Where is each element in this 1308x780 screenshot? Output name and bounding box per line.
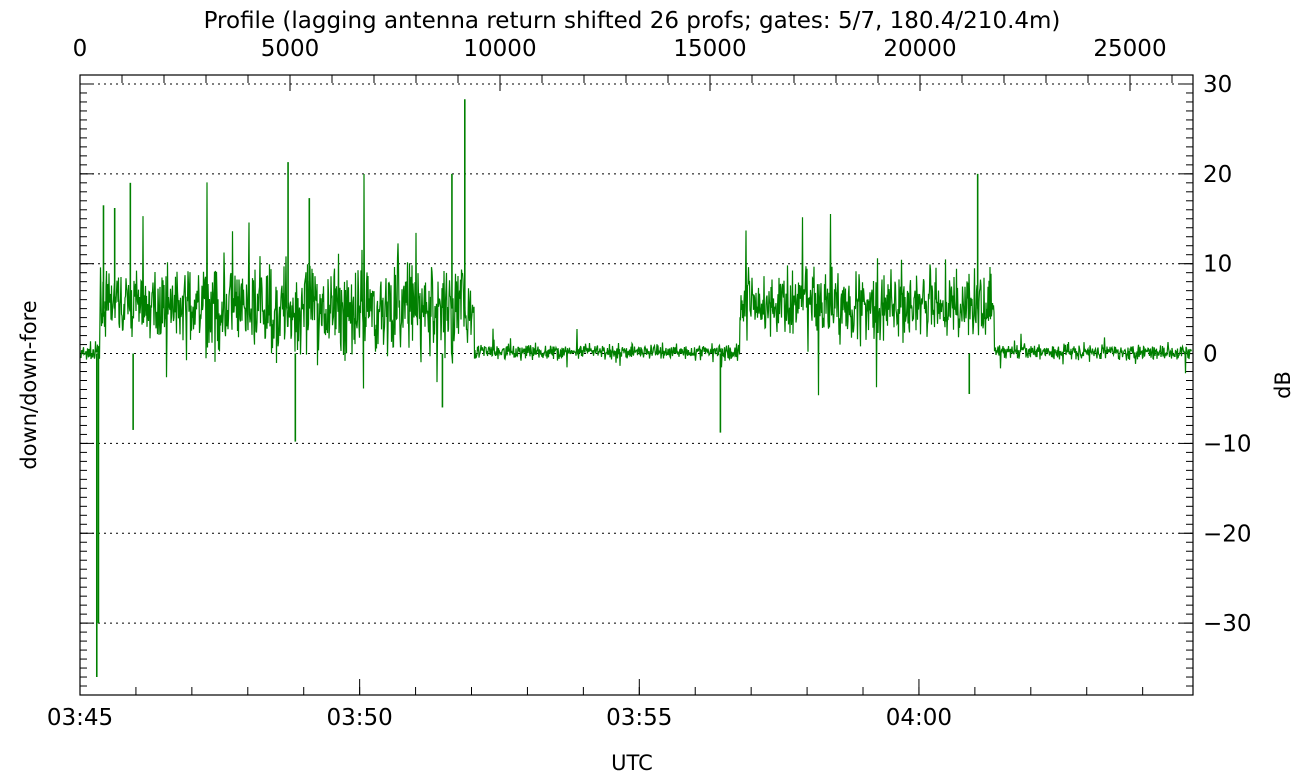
plot-frame (79, 74, 1194, 696)
top-tick-label: 0 (73, 36, 88, 62)
x-tick-label: 04:00 (886, 705, 952, 731)
y-tick-label: −20 (1203, 521, 1252, 547)
top-tick-label: 20000 (883, 36, 956, 62)
y-tick-label: 10 (1203, 252, 1232, 278)
x-tick-label: 03:55 (606, 705, 672, 731)
tick-labels: 30 20 10 0 −10 −20 −30 03:45 03:50 03:55 04:00 0 500… (47, 36, 1252, 731)
top-tick-label: 5000 (261, 36, 320, 62)
y-tick-label: −30 (1203, 611, 1252, 637)
series-line (80, 173, 1193, 396)
top-tick-label: 15000 (673, 36, 746, 62)
top-tick-label: 10000 (463, 36, 536, 62)
y-tick-label: −10 (1203, 431, 1252, 457)
x-tick-label: 03:45 (47, 705, 113, 731)
x-tick-label: 03:50 (326, 705, 392, 731)
x-axis-label: UTC (611, 751, 653, 775)
y-tick-label: 20 (1203, 162, 1232, 188)
top-tick-label: 25000 (1093, 36, 1166, 62)
series-group (80, 99, 1193, 678)
top-axis-label: Profile (lagging antenna return shifted … (204, 8, 1061, 34)
y-axis-label-right: dB (1271, 371, 1295, 399)
y-tick-label: 30 (1203, 72, 1232, 98)
y-tick-label: 0 (1203, 342, 1218, 368)
axis-ticks (79, 74, 1193, 696)
y-axis-label-left: down/down-fore (17, 300, 41, 469)
